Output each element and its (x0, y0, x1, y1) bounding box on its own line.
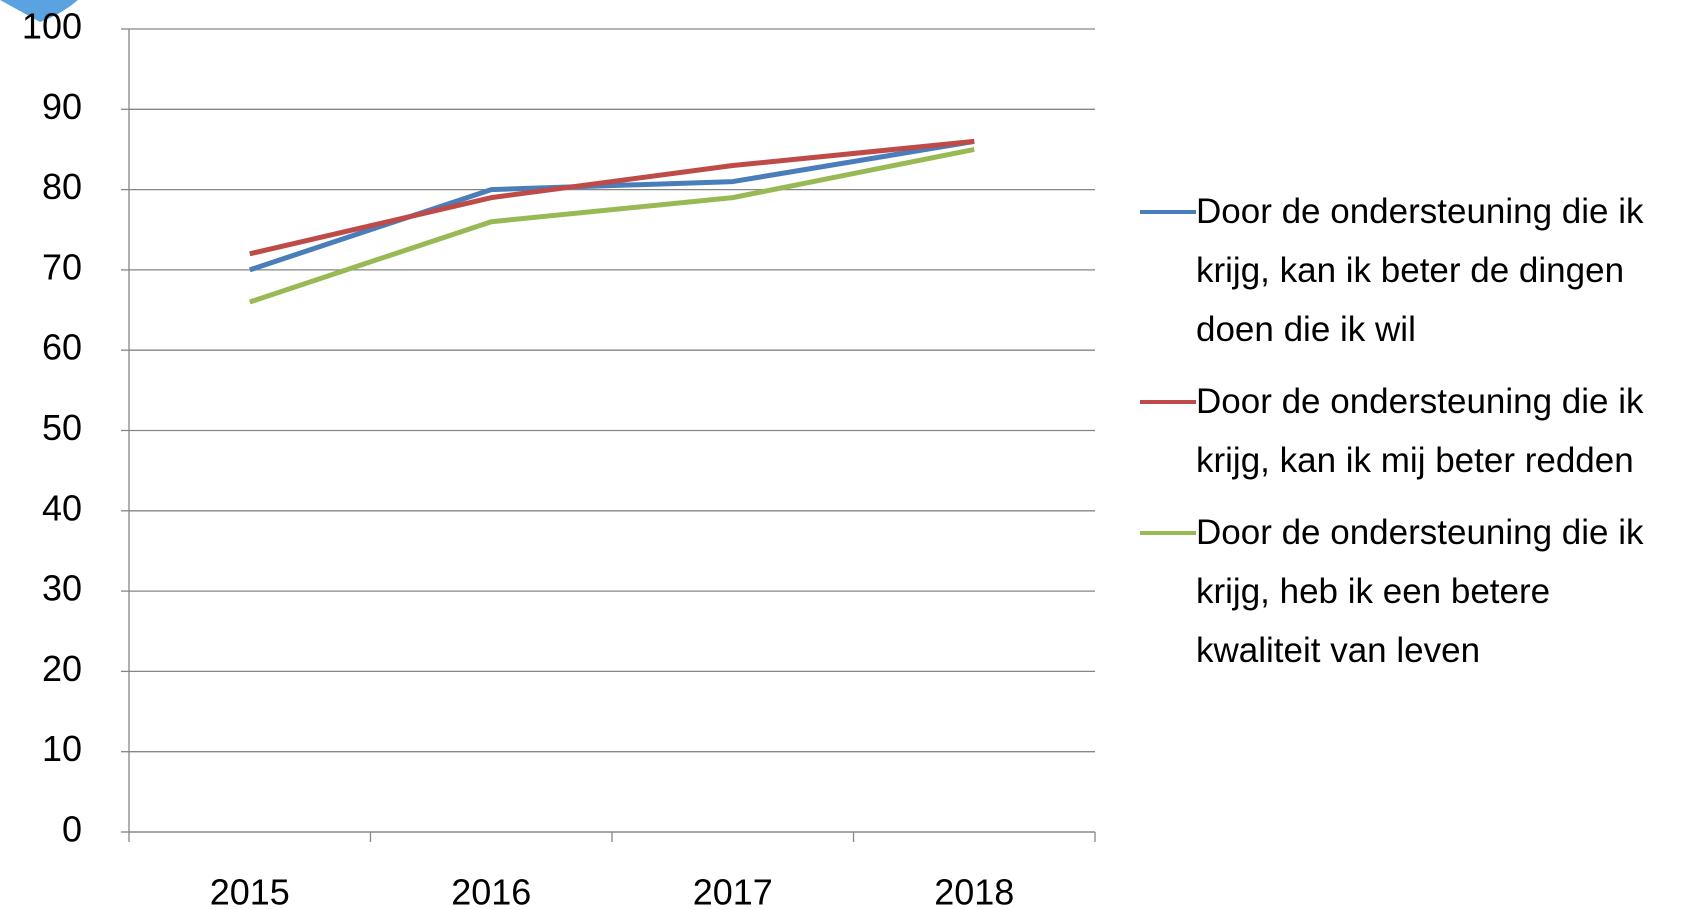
y-tick-label: 100 (22, 6, 82, 47)
legend-item: Door de ondersteuning die ik krijg, kan … (1140, 182, 1656, 359)
x-tick-label: 2016 (451, 872, 531, 910)
x-tick-label: 2018 (934, 872, 1014, 910)
y-tick-label: 40 (42, 487, 82, 528)
corner-decoration (0, 0, 78, 22)
y-tick-label: 0 (62, 809, 82, 850)
series-line (248, 138, 975, 273)
legend-item: Door de ondersteuning die ik krijg, kan … (1140, 372, 1656, 490)
legend-label: Door de ondersteuning die ik krijg, heb … (1196, 513, 1644, 670)
legend-label: Door de ondersteuning die ik krijg, kan … (1196, 192, 1644, 349)
x-tick-label: 2017 (693, 872, 773, 910)
y-tick-label: 90 (42, 86, 82, 127)
y-tick-label: 80 (42, 166, 82, 207)
y-tick-label: 50 (42, 407, 82, 448)
series-line (248, 146, 975, 305)
x-tick-label: 2015 (210, 872, 290, 910)
legend-swatch (1140, 531, 1196, 535)
y-tick-label: 30 (42, 568, 82, 609)
y-tick-label: 70 (42, 246, 82, 287)
y-tick-label: 60 (42, 327, 82, 368)
y-tick-label: 10 (42, 728, 82, 769)
legend-label: Door de ondersteuning die ik krijg, kan … (1196, 382, 1644, 480)
legend-swatch (1140, 210, 1196, 214)
legend-item: Door de ondersteuning die ik krijg, heb … (1140, 503, 1656, 680)
series-line (249, 138, 975, 257)
y-tick-label: 20 (42, 648, 82, 689)
legend: Door de ondersteuning die ik krijg, kan … (1140, 182, 1700, 693)
legend-swatch (1140, 400, 1196, 404)
